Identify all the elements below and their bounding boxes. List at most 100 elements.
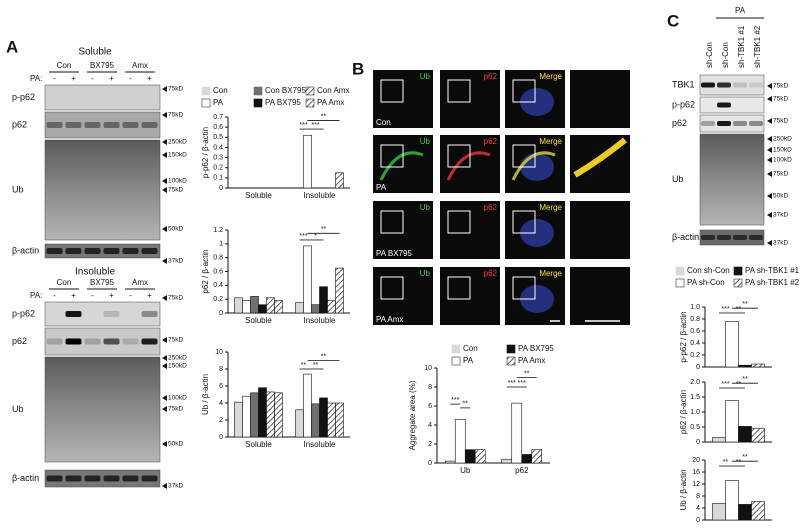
significance-label: ** [524,370,530,377]
marker-arrow [162,363,167,369]
row-label: p-p62 [12,308,35,318]
channel-label: Merge [539,137,562,146]
bar [738,504,752,521]
pa-sign: + [71,291,76,300]
y-tick-label: 1.0 [690,409,700,416]
zoom-box [447,144,471,168]
marker-label: 75kD [773,118,788,125]
marker-label: 75kD [168,406,183,413]
band [65,475,82,482]
bar [501,458,513,464]
y-tick-label: 0.5 [213,134,223,141]
band [84,248,101,254]
marker-label: 37kD [773,240,788,247]
bar [303,245,312,314]
legend-swatch [451,356,461,366]
significance-label: *** [311,122,319,129]
marker-label: 150kD [773,147,792,154]
bar [531,449,543,464]
blot [699,114,765,133]
channel-label: Ub [420,137,431,146]
marker-arrow [162,406,167,412]
band [701,235,715,240]
blot [44,111,161,139]
bar [266,297,275,314]
x-tick-label: p62 [515,466,529,475]
bar [250,296,259,314]
significance-label: ** [742,454,748,461]
marker-arrow [162,441,167,447]
legend-swatch [733,266,743,276]
bar [454,418,466,464]
row-label: β-actin [12,473,39,483]
significance-label: *** [508,380,516,387]
significance-label: ** [736,306,742,313]
blot [44,243,161,259]
significance-label: ** [463,401,469,408]
zoom-box [380,144,404,168]
blot [44,356,161,463]
bar [521,454,533,464]
band [122,248,139,254]
y-tick-label: 2 [219,417,223,424]
band [84,122,101,128]
marker-label: 37kD [773,212,788,219]
legend-label: PA sh-TBK1 #2 [745,278,800,287]
pa-sign: - [53,291,56,300]
marker-arrow [162,226,167,232]
y-tick-label: 0.1 [213,175,223,182]
y-tick-label: 2 [428,441,432,448]
y-tick-label: 4 [428,422,432,429]
nucleus [520,88,554,116]
legend-swatch [733,278,743,288]
legend-label: PA [213,98,224,107]
group-label: BX795 [90,61,115,70]
significance-label: ** [301,362,307,369]
y-tick-label: 0.4 [213,144,223,151]
marker-label: 50kD [168,441,183,448]
blot [44,469,161,488]
blot [699,133,765,226]
y-axis-label: p62 / β-actin [679,390,688,434]
y-tick-label: 0.2 [690,352,700,359]
band [749,121,763,126]
legend-label: PA [463,356,474,365]
marker-arrow [162,152,167,158]
marker-arrow [767,193,772,199]
bar [303,134,312,189]
band [84,475,101,482]
band [717,235,731,240]
bar [242,300,251,314]
band [103,475,120,482]
bar [319,286,328,314]
pa-label: PA: [30,74,42,83]
marker-label: 100kD [168,395,187,402]
blot [44,301,161,327]
legend-label: Con [213,86,228,95]
row-label: p62 [672,118,687,128]
marker-arrow [767,147,772,153]
y-axis-label: p-p62 / β-actin [201,127,210,178]
marker-arrow [162,258,167,264]
blot [44,139,161,241]
bar [751,501,765,521]
band [122,122,139,128]
marker-arrow [767,240,772,246]
blot [44,327,161,356]
channel-label: Ub [420,269,431,278]
pa-sign: + [147,291,152,300]
y-tick-label: 0 [696,517,700,524]
band [65,311,82,317]
marker-label: 75kD [168,112,183,119]
band [65,248,82,254]
blot [44,84,161,111]
x-tick-label: Soluble [245,191,272,200]
bar [335,172,344,189]
blot-title: Insoluble [75,267,115,278]
band [65,122,82,128]
marker-arrow [162,295,167,301]
band [141,338,158,345]
bar [234,401,243,438]
band [141,248,158,254]
